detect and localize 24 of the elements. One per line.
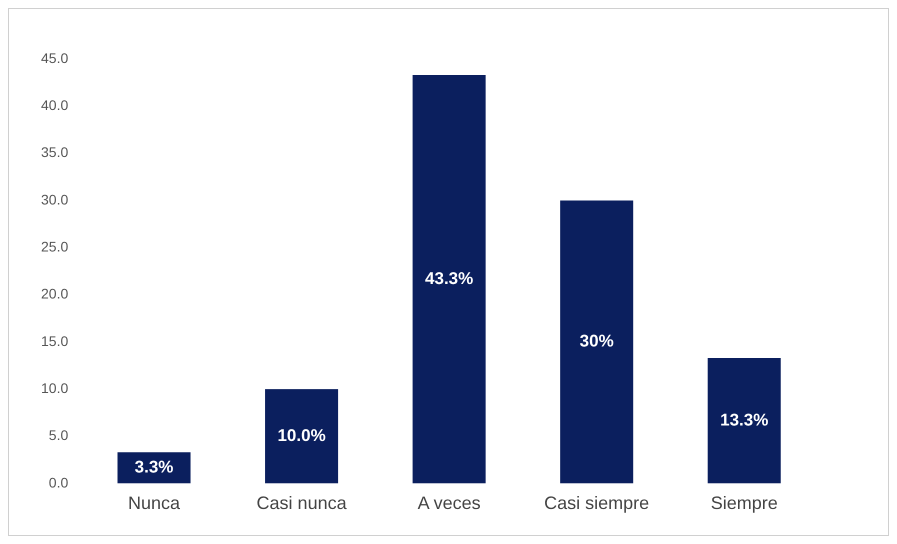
y-tick-label: 30.0	[41, 191, 68, 208]
y-tick-label: 35.0	[41, 144, 68, 160]
y-tick-label: 25.0	[41, 238, 68, 254]
y-tick-label: 45.0	[41, 50, 68, 66]
data-label: 3.3%	[134, 458, 174, 477]
x-tick-label: Casi siempre	[544, 493, 650, 514]
data-label: 43.3%	[425, 268, 474, 288]
x-tick-label: Siempre	[710, 493, 778, 514]
data-label: 13.3%	[720, 410, 768, 430]
y-tick-label: 0.0	[48, 474, 68, 490]
bar	[708, 358, 781, 484]
x-tick-label: A veces	[418, 493, 481, 514]
bar	[560, 200, 634, 484]
y-tick-label: 15.0	[41, 332, 68, 349]
x-tick-label: Casi nunca	[256, 493, 348, 514]
y-tick-label: 10.0	[41, 380, 68, 396]
data-label: 10.0%	[277, 426, 326, 445]
data-label: 30%	[580, 332, 614, 351]
bar	[265, 389, 338, 484]
y-tick-label: 5.0	[48, 427, 68, 444]
y-tick-label: 40.0	[41, 97, 68, 114]
y-tick-label: 20.0	[41, 286, 68, 302]
x-tick-label: Nunca	[128, 493, 182, 514]
bar	[412, 75, 486, 484]
